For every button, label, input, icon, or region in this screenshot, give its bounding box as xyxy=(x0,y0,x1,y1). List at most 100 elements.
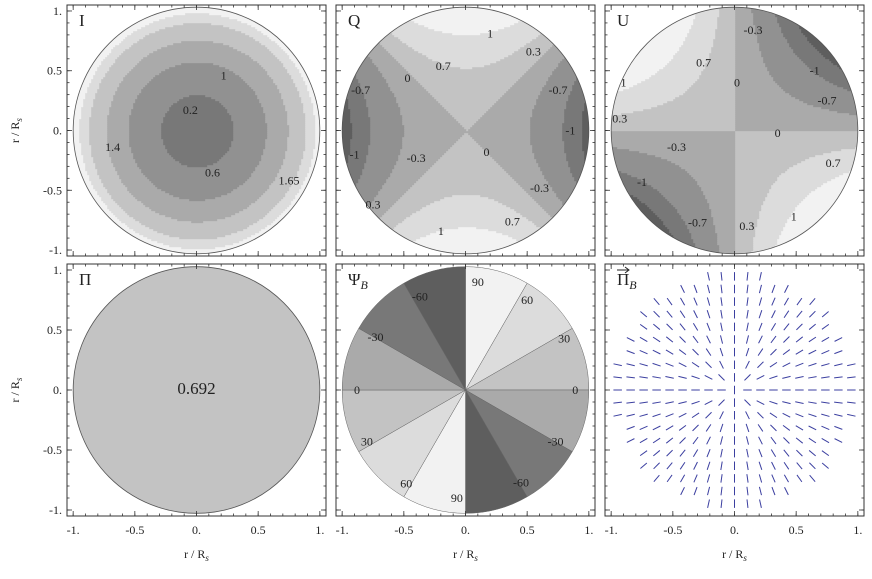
vector-mark xyxy=(784,284,789,293)
vector-mark xyxy=(757,424,764,432)
vector-mark xyxy=(757,411,764,419)
vector-mark xyxy=(653,462,660,470)
svg-text:Q: Q xyxy=(348,11,360,30)
vector-mark xyxy=(719,423,724,433)
contour-label: -0.3 xyxy=(744,23,763,37)
vector-mark xyxy=(834,376,843,379)
y-tick-label: -0.5 xyxy=(43,183,62,197)
vector-mark xyxy=(746,474,749,483)
vector-mark xyxy=(834,438,843,443)
vector-mark xyxy=(834,413,843,417)
vector-mark xyxy=(720,272,723,281)
contour-label: 0 xyxy=(775,126,781,140)
vector-mark xyxy=(746,486,749,496)
vector-mark xyxy=(652,349,661,355)
vector-mark xyxy=(691,361,700,368)
vector-mark xyxy=(706,449,711,458)
vector-mark xyxy=(693,474,698,483)
contour-label: -1 xyxy=(810,64,820,78)
vector-mark xyxy=(769,361,778,368)
x-tick-label: 0. xyxy=(192,523,201,537)
vector-mark xyxy=(744,374,751,381)
vector-mark xyxy=(771,486,776,496)
vector-mark xyxy=(808,323,816,330)
vector-mark xyxy=(796,462,803,470)
vector-mark xyxy=(652,376,661,379)
y-axis-label: r / Rs xyxy=(8,118,24,143)
contour-label: 0 xyxy=(734,76,740,90)
vector-mark xyxy=(678,401,687,405)
contour-label: 0.7 xyxy=(436,59,451,73)
vector-mark xyxy=(809,462,816,470)
vector-mark xyxy=(783,336,790,343)
vector-mark xyxy=(639,323,648,330)
vector-mark xyxy=(639,349,648,355)
vector-mark xyxy=(770,436,777,445)
contour-label: 0.6 xyxy=(205,165,220,179)
vector-mark xyxy=(626,337,635,342)
vector-mark xyxy=(746,309,749,319)
vector-mark xyxy=(759,499,762,508)
vector-arrowhead xyxy=(624,266,630,274)
vector-mark xyxy=(744,399,751,406)
vector-mark xyxy=(665,401,674,404)
vector-mark xyxy=(706,474,711,483)
contour-label: -1 xyxy=(565,124,575,138)
vector-mark xyxy=(745,360,750,369)
vector-mark xyxy=(720,284,723,294)
vector-mark xyxy=(666,462,673,470)
vector-mark xyxy=(705,424,712,432)
vector-mark xyxy=(834,401,843,404)
x-tick-label: 1. xyxy=(584,523,593,537)
panel-I: 0.2 0.6 1 1.4 1.65 I -1. -0.5 0. 0.5 1. r / Rs xyxy=(8,4,327,257)
vector-mark xyxy=(746,272,749,281)
vector-mark xyxy=(821,425,830,431)
ticks xyxy=(605,264,864,516)
contour-label: -0.7 xyxy=(818,94,837,108)
svg-text:ΠB: ΠB xyxy=(617,270,637,292)
vector-mark xyxy=(720,499,723,508)
vector-mark xyxy=(758,474,763,483)
vector-mark xyxy=(678,412,687,418)
vector-mark xyxy=(758,322,763,331)
vector-mark xyxy=(653,298,660,306)
vector-mark xyxy=(693,461,698,470)
contour-label: 1.65 xyxy=(279,174,300,188)
vector-mark xyxy=(745,411,750,420)
x-tick-label: -1. xyxy=(67,523,80,537)
vector-mark xyxy=(692,322,699,331)
vector-mark xyxy=(639,401,648,404)
contour-label: 1 xyxy=(438,224,444,238)
vector-mark xyxy=(691,375,700,380)
y-axis-label: r / Rs xyxy=(8,377,24,402)
vector-mark xyxy=(782,375,791,379)
vector-mark xyxy=(653,450,661,457)
vector-mark xyxy=(783,449,790,457)
contour-label: -60 xyxy=(412,289,428,303)
vector-mark xyxy=(771,474,776,483)
x-tick-label: -0.5 xyxy=(125,523,144,537)
vector-mark xyxy=(692,348,699,356)
vector-mark xyxy=(666,323,673,331)
vector-mark xyxy=(653,474,660,482)
y-tick-label: -0.5 xyxy=(43,443,62,457)
vector-mark xyxy=(782,424,791,431)
y-tick-label: 0.5 xyxy=(47,64,62,78)
vector-mark xyxy=(808,336,817,343)
vector-mark xyxy=(691,400,700,405)
contour-label: 60 xyxy=(521,293,533,307)
x-tick-label: 1. xyxy=(315,523,324,537)
vector-mark xyxy=(707,486,711,496)
vector-mark xyxy=(770,335,777,344)
vector-mark xyxy=(639,336,648,343)
vector-mark xyxy=(718,374,725,381)
vector-mark xyxy=(665,336,674,343)
vector-mark xyxy=(795,336,804,343)
vector-mark xyxy=(679,461,686,470)
vector-mark xyxy=(665,425,674,431)
vector-mark xyxy=(808,437,817,444)
vector-mark xyxy=(613,401,622,404)
contour-label: -0.7 xyxy=(688,216,707,230)
vector-mark xyxy=(769,412,778,419)
vector-mark xyxy=(679,336,686,343)
